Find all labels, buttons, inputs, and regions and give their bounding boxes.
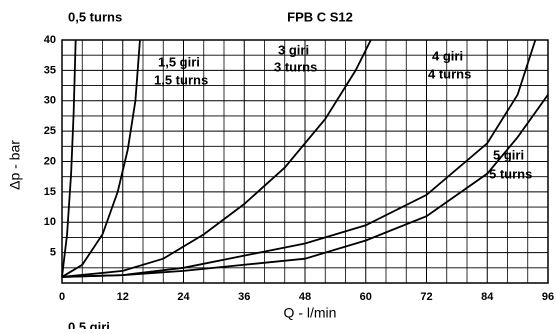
y-tick-label: 25: [44, 125, 56, 137]
y-tick-label: 5: [50, 247, 56, 259]
y-tick-label: 20: [44, 155, 56, 167]
curve-label: 3 giri: [278, 42, 309, 57]
x-tick-label: 72: [420, 291, 432, 303]
chart-title: FPB C S12: [287, 9, 353, 24]
plot-frame: [61, 39, 549, 284]
y-tick-label: 35: [44, 64, 56, 76]
curve-label: 0,5 turns: [68, 9, 122, 24]
y-tick-label: 30: [44, 95, 56, 107]
x-tick-label: 24: [177, 291, 190, 303]
x-axis-label: Q - l/min: [284, 305, 337, 321]
x-tick-label: 36: [238, 291, 250, 303]
y-tick-label: 15: [44, 186, 56, 198]
x-tick-label: 60: [360, 291, 372, 303]
x-tick-label: 48: [299, 291, 311, 303]
curve-label: 3 turns: [274, 59, 317, 74]
curve: [61, 39, 537, 278]
x-tick-label: 84: [481, 291, 494, 303]
curve: [61, 39, 372, 278]
y-tick-label: 10: [44, 216, 56, 228]
y-axis-label: Δp - bar: [7, 140, 23, 190]
curve-label: 5 turns: [489, 166, 532, 181]
curve-label: 4 giri: [432, 48, 463, 63]
x-tick-label: 0: [59, 291, 65, 303]
y-tick-label: 40: [44, 34, 56, 46]
curve-label: 0,5 giri: [68, 319, 110, 329]
curve: [61, 39, 77, 278]
curve-label: 5 giri: [493, 147, 524, 162]
curve: [61, 39, 141, 278]
curve-label: 4 turns: [428, 66, 471, 81]
curve-label: 1,5 giri: [158, 54, 200, 69]
curve-label: 1,5 turns: [154, 72, 208, 87]
curve: [61, 94, 549, 278]
x-tick-label: 96: [542, 291, 554, 303]
x-tick-label: 12: [117, 291, 129, 303]
